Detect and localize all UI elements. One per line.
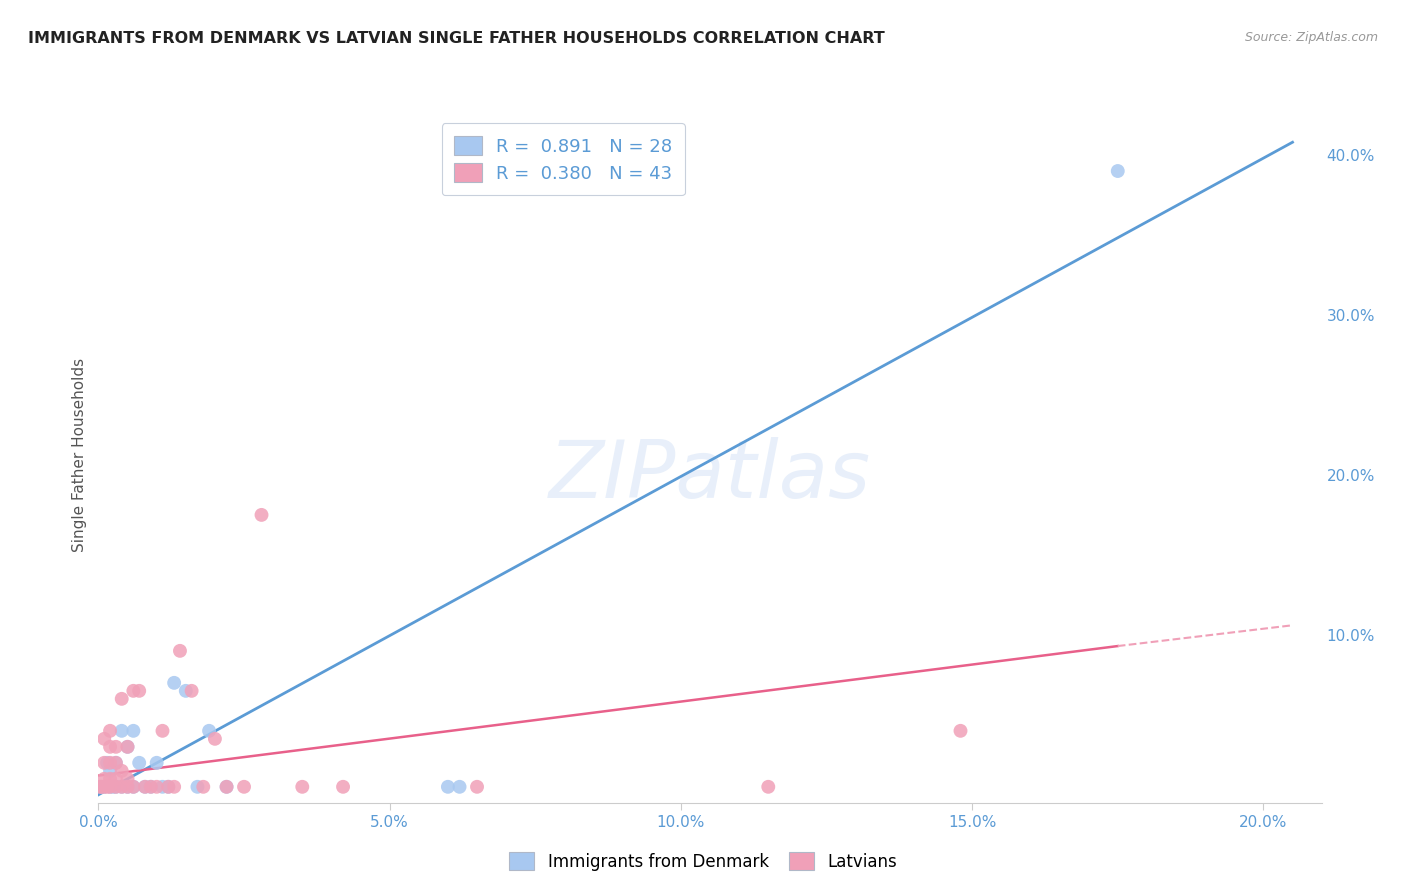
Point bbox=[291, 780, 314, 794]
Point bbox=[1107, 164, 1129, 178]
Point bbox=[193, 780, 215, 794]
Point bbox=[198, 723, 221, 738]
Point bbox=[104, 739, 127, 754]
Point bbox=[104, 756, 127, 770]
Point bbox=[169, 644, 191, 658]
Point bbox=[98, 764, 121, 778]
Point bbox=[128, 756, 150, 770]
Point bbox=[93, 780, 115, 794]
Point bbox=[122, 780, 145, 794]
Point bbox=[104, 780, 127, 794]
Legend: R =  0.891   N = 28, R =  0.380   N = 43: R = 0.891 N = 28, R = 0.380 N = 43 bbox=[441, 123, 685, 195]
Point bbox=[111, 691, 134, 706]
Point bbox=[756, 780, 779, 794]
Point bbox=[152, 723, 174, 738]
Point bbox=[122, 780, 145, 794]
Point bbox=[233, 780, 256, 794]
Point bbox=[152, 780, 174, 794]
Point bbox=[98, 723, 121, 738]
Legend: Immigrants from Denmark, Latvians: Immigrants from Denmark, Latvians bbox=[501, 844, 905, 880]
Point bbox=[332, 780, 354, 794]
Point bbox=[98, 772, 121, 786]
Point bbox=[157, 780, 180, 794]
Point bbox=[134, 780, 156, 794]
Point bbox=[101, 780, 124, 794]
Point bbox=[204, 731, 226, 746]
Point bbox=[90, 780, 112, 794]
Point bbox=[180, 683, 202, 698]
Point bbox=[117, 739, 139, 754]
Point bbox=[949, 723, 972, 738]
Point bbox=[111, 764, 134, 778]
Text: IMMIGRANTS FROM DENMARK VS LATVIAN SINGLE FATHER HOUSEHOLDS CORRELATION CHART: IMMIGRANTS FROM DENMARK VS LATVIAN SINGL… bbox=[28, 31, 884, 46]
Point bbox=[163, 780, 186, 794]
Point bbox=[145, 780, 167, 794]
Point bbox=[174, 683, 197, 698]
Point bbox=[111, 780, 134, 794]
Y-axis label: Single Father Households: Single Father Households bbox=[72, 358, 87, 552]
Point bbox=[437, 780, 460, 794]
Point bbox=[104, 780, 127, 794]
Point bbox=[98, 756, 121, 770]
Point bbox=[128, 683, 150, 698]
Point bbox=[98, 780, 121, 794]
Point bbox=[98, 739, 121, 754]
Point bbox=[186, 780, 208, 794]
Point bbox=[96, 780, 118, 794]
Point bbox=[134, 780, 156, 794]
Point bbox=[163, 676, 186, 690]
Point bbox=[215, 780, 238, 794]
Point bbox=[157, 780, 180, 794]
Point bbox=[90, 780, 112, 794]
Point bbox=[98, 780, 121, 794]
Text: ZIPatlas: ZIPatlas bbox=[548, 437, 872, 515]
Point bbox=[93, 756, 115, 770]
Text: Source: ZipAtlas.com: Source: ZipAtlas.com bbox=[1244, 31, 1378, 45]
Point bbox=[122, 723, 145, 738]
Point bbox=[139, 780, 162, 794]
Point bbox=[96, 756, 118, 770]
Point bbox=[93, 772, 115, 786]
Point bbox=[117, 780, 139, 794]
Point bbox=[465, 780, 488, 794]
Point bbox=[215, 780, 238, 794]
Point bbox=[111, 723, 134, 738]
Point bbox=[93, 731, 115, 746]
Point bbox=[93, 780, 115, 794]
Point bbox=[250, 508, 273, 522]
Point bbox=[117, 772, 139, 786]
Point bbox=[122, 683, 145, 698]
Point bbox=[89, 780, 111, 794]
Point bbox=[145, 756, 167, 770]
Point bbox=[117, 739, 139, 754]
Point bbox=[111, 780, 134, 794]
Point bbox=[449, 780, 471, 794]
Point bbox=[104, 772, 127, 786]
Point bbox=[117, 780, 139, 794]
Point bbox=[104, 756, 127, 770]
Point bbox=[139, 780, 162, 794]
